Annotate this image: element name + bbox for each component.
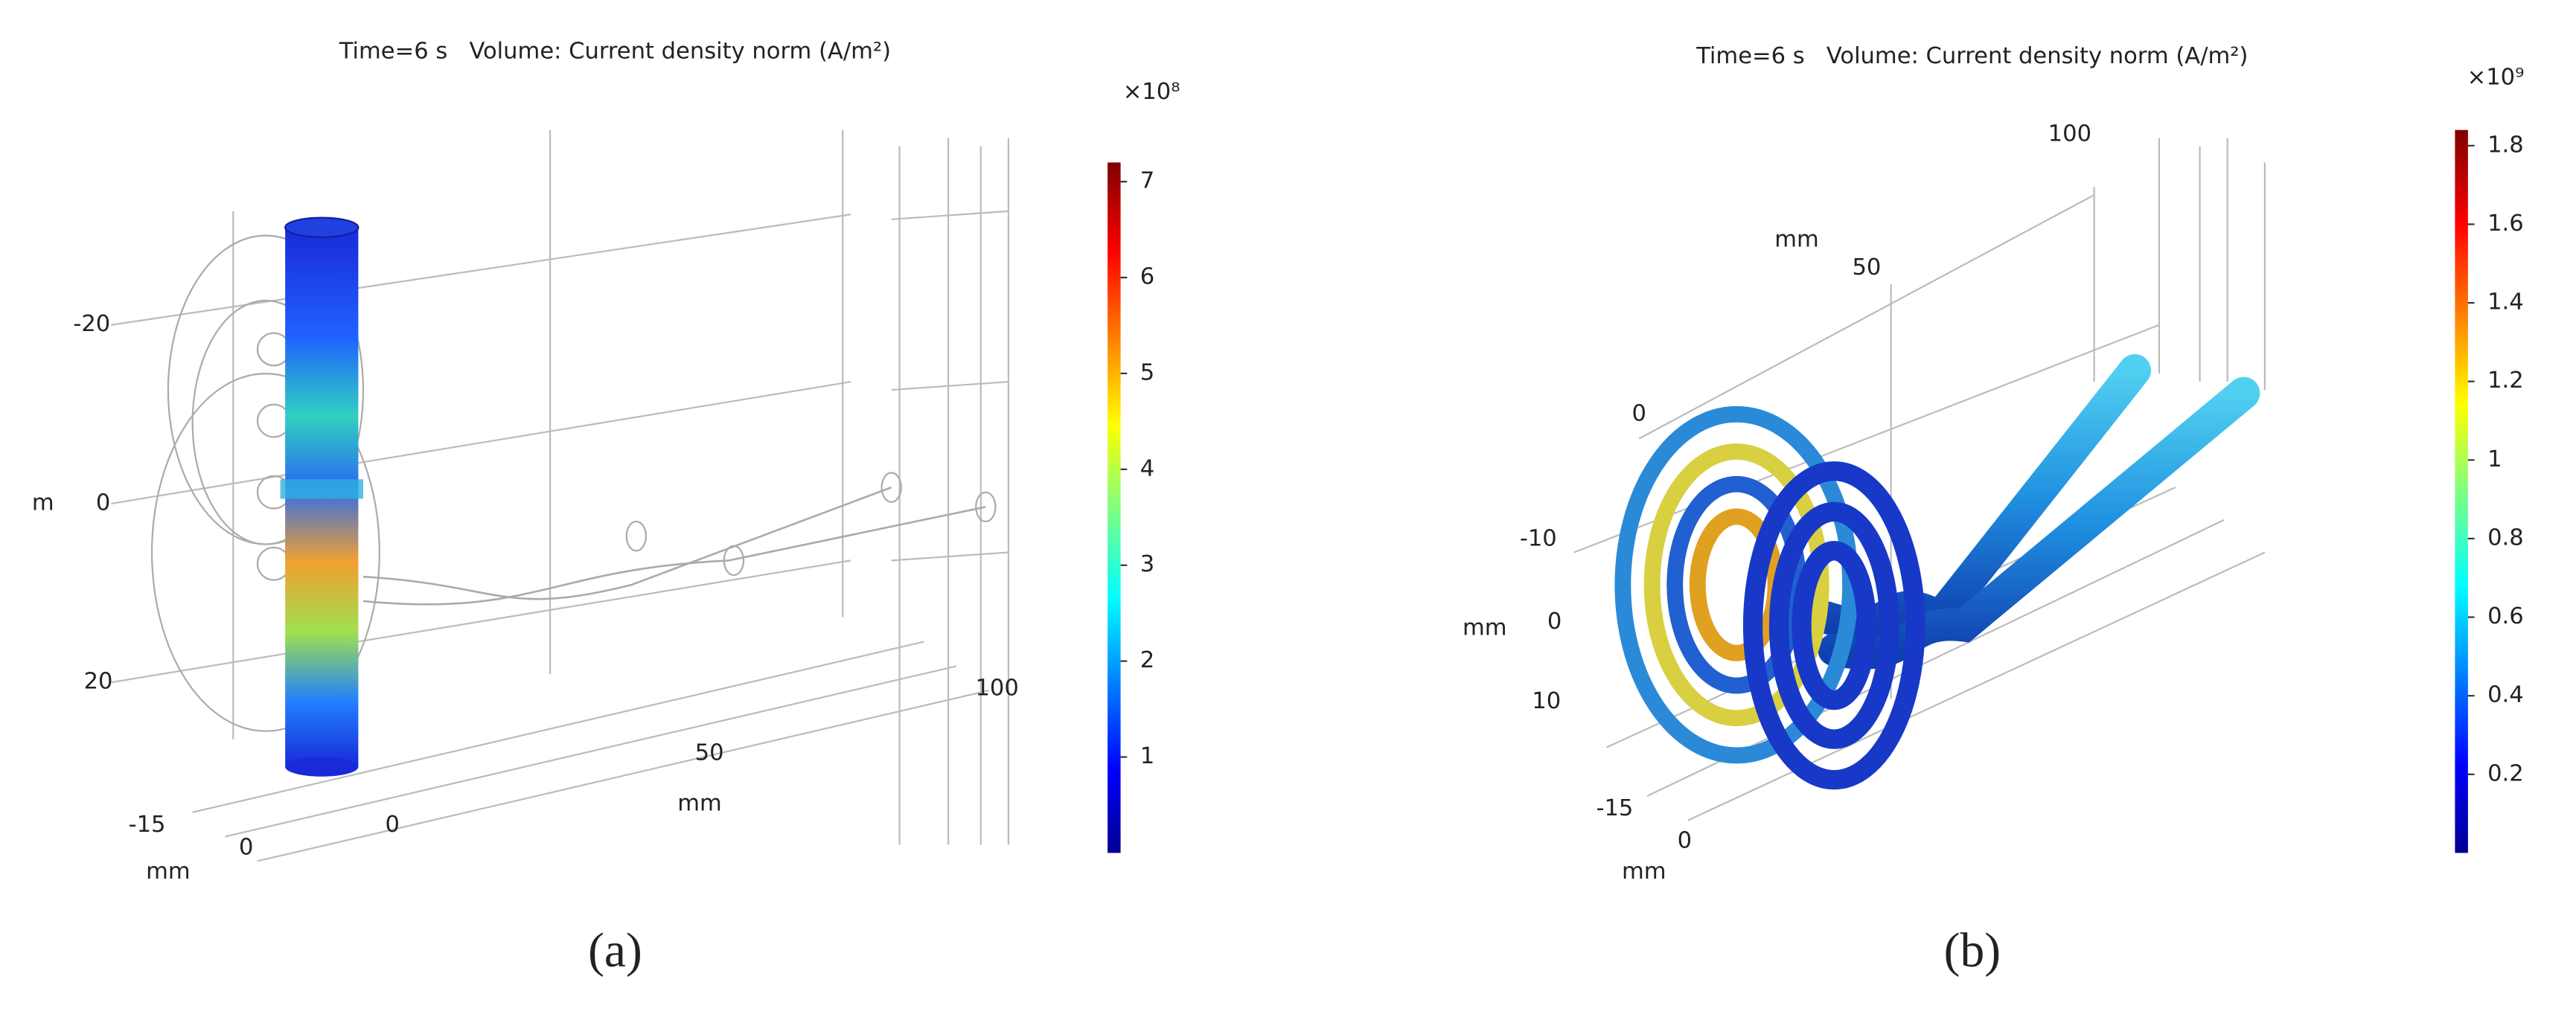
- cylinder-band: [280, 479, 363, 499]
- coil-turn: [1768, 501, 1899, 749]
- grid-line: [257, 690, 989, 862]
- axis-label: 10: [1532, 688, 1561, 714]
- coil-turn: [1614, 405, 1859, 764]
- colorbar-tick-label: 7: [1140, 168, 1154, 194]
- grid-line: [111, 381, 851, 505]
- colorbar-tick-label: 0.6: [2487, 603, 2524, 629]
- colorbar-tick-label: 6: [1140, 264, 1154, 290]
- grid-line: [891, 381, 1009, 391]
- colorbar-multiplier: ×10⁸: [1123, 79, 1180, 105]
- colorbar-tick-label: 2: [1140, 647, 1154, 673]
- axis-label: 100: [2048, 121, 2091, 147]
- colorbar-tick-label: 4: [1140, 455, 1154, 481]
- axis-label: -20: [73, 311, 110, 337]
- axis-label: 0: [96, 490, 110, 516]
- lead-end: [975, 491, 997, 523]
- lead-end: [723, 545, 745, 577]
- lead-end: [880, 472, 902, 503]
- grid-line: [225, 665, 957, 838]
- panel-label: (a): [588, 924, 642, 978]
- axis-label: 50: [695, 740, 724, 766]
- panel-label: (b): [1944, 924, 2001, 978]
- axis-label: 0: [1547, 609, 1562, 635]
- grid-line: [192, 641, 924, 813]
- colorbar: [2455, 129, 2468, 853]
- axis-label: 0: [239, 834, 253, 860]
- axis-label: 0: [1678, 828, 1692, 854]
- colorbar-tick-label: 0.2: [2487, 760, 2524, 786]
- coil-turn: [1742, 461, 1925, 790]
- colorbar-tick-label: 0.8: [2487, 524, 2524, 551]
- axis-label: m: [32, 490, 54, 516]
- axis-label: 20: [84, 669, 113, 695]
- axis-label: mm: [1622, 859, 1666, 885]
- axis-label: -15: [129, 812, 166, 838]
- grid-line: [111, 559, 851, 684]
- axis-label: 50: [1852, 254, 1881, 280]
- grid-line: [1638, 194, 2095, 440]
- lead-end: [625, 520, 648, 552]
- grid-line: [891, 210, 1009, 220]
- colorbar: [1108, 162, 1121, 853]
- axis-label: -10: [1520, 525, 1557, 551]
- coil-turn: [1792, 541, 1877, 710]
- colorbar-tick-label: 1: [2487, 446, 2502, 472]
- colorbar-tick-label: 1: [1140, 743, 1154, 769]
- colorbar-tick-label: 1.6: [2487, 211, 2524, 237]
- cylinder-top: [284, 216, 359, 238]
- cylinder-bottom: [285, 757, 359, 777]
- colorbar-tick-label: 0.4: [2487, 682, 2524, 708]
- panel-title: Time=6 s Volume: Current density norm (A…: [1696, 43, 2248, 69]
- grid-line: [891, 551, 1009, 562]
- axis-label: -15: [1596, 795, 1633, 821]
- colorbar-tick-label: 5: [1140, 359, 1154, 385]
- colorbar-tick-label: 1.4: [2487, 289, 2524, 315]
- axis-label: mm: [146, 859, 191, 885]
- coil-outline: [150, 373, 380, 732]
- axis-label: mm: [1463, 615, 1507, 641]
- lead-outline: [362, 486, 986, 606]
- grid-line: [111, 214, 851, 326]
- colorbar-multiplier: ×10⁹: [2467, 64, 2525, 90]
- grid-line: [1687, 551, 2266, 821]
- colorbar-tick-label: 3: [1140, 551, 1154, 577]
- panel-title: Time=6 s Volume: Current density norm (A…: [339, 38, 891, 64]
- colorbar-tick-label: 1.8: [2487, 132, 2524, 158]
- colorbar-tick-label: 1.2: [2487, 368, 2524, 394]
- coil-turn: [1643, 443, 1829, 727]
- axis-label: 0: [1631, 400, 1646, 426]
- axis-label: mm: [1774, 227, 1819, 253]
- axis-label: mm: [677, 790, 722, 816]
- axis-label: 100: [975, 675, 1018, 701]
- axis-label: 0: [386, 812, 400, 838]
